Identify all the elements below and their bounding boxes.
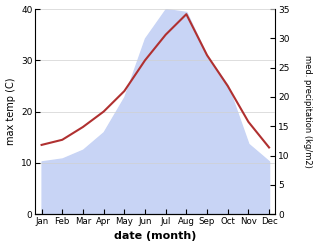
Y-axis label: med. precipitation (kg/m2): med. precipitation (kg/m2) xyxy=(303,55,313,168)
X-axis label: date (month): date (month) xyxy=(114,231,197,242)
Y-axis label: max temp (C): max temp (C) xyxy=(5,78,16,145)
